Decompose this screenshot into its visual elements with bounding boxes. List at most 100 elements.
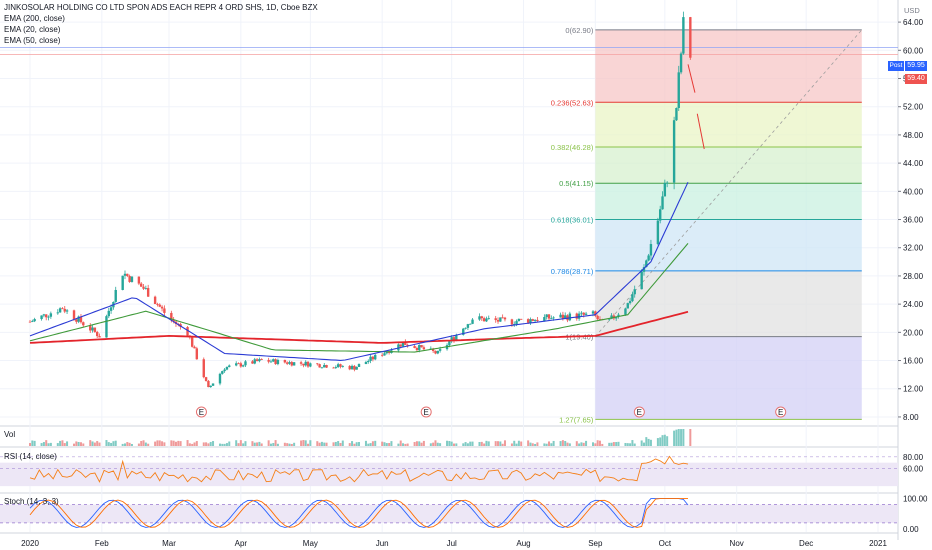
volume-bar: [455, 443, 458, 446]
volume-bar: [520, 441, 523, 446]
volume-bar: [478, 441, 481, 446]
candle-body: [515, 321, 518, 324]
volume-bar: [645, 437, 648, 446]
candle-body: [371, 356, 375, 360]
volume-bar: [462, 443, 465, 446]
candle-body: [158, 304, 161, 307]
volume-bar: [144, 442, 147, 446]
volume-bar: [659, 437, 662, 446]
volume-bar: [415, 441, 418, 446]
volume-bar: [304, 440, 307, 446]
currency-label[interactable]: USD: [904, 6, 920, 15]
volume-bar: [156, 440, 159, 446]
candle-body: [146, 288, 150, 297]
volume-bar: [288, 443, 291, 446]
volume-bar: [260, 443, 263, 446]
legend-ema50[interactable]: EMA (50, close): [4, 36, 61, 45]
stoch-d-line: [29, 498, 688, 528]
volume-bar: [276, 443, 279, 446]
x-tick-label: Jun: [376, 539, 389, 548]
candle-body: [332, 367, 335, 369]
volume-bar: [286, 443, 289, 446]
volume-bar: [307, 443, 310, 446]
earnings-marker: [775, 406, 787, 418]
x-tick-label: Feb: [95, 539, 109, 548]
volume-bar: [66, 441, 69, 446]
volume-bar: [207, 443, 210, 446]
candle-body: [656, 220, 660, 245]
candle-body: [237, 363, 240, 365]
post-market-badge: Post: [888, 61, 904, 71]
volume-bar: [536, 442, 539, 446]
candle-body: [28, 321, 32, 323]
candle-body: [89, 325, 92, 331]
candle-body: [487, 318, 490, 320]
rsi-tick-label: 80.00: [903, 453, 924, 462]
candle-body: [339, 364, 342, 367]
volume-bar: [471, 441, 474, 446]
candle-body: [404, 341, 407, 345]
candle-body: [659, 209, 662, 221]
y-tick-label: 60.00: [903, 46, 924, 55]
legend-ema200[interactable]: EMA (200, close): [4, 14, 65, 23]
volume-bar: [337, 441, 340, 446]
volume-bar: [404, 443, 407, 446]
candle-body: [469, 323, 472, 325]
volume-bar: [661, 435, 664, 446]
earnings-marker: [633, 406, 645, 418]
volume-bar: [242, 443, 245, 446]
volume-bar: [89, 440, 92, 446]
annotation-arrow: [687, 64, 696, 93]
candle-body: [302, 363, 305, 366]
legend-ema20[interactable]: EMA (20, close): [4, 25, 61, 34]
candle-body: [223, 369, 226, 372]
candle-body: [526, 319, 530, 323]
annotation-arrow: [696, 113, 705, 150]
candle-body: [193, 346, 196, 349]
volume-bar: [358, 442, 361, 446]
stoch-pane-label[interactable]: Stoch (14, 3, 3): [4, 497, 59, 506]
candle-body: [478, 316, 481, 320]
candle-body: [559, 314, 562, 318]
volume-bar: [515, 443, 518, 446]
candle-body: [399, 344, 402, 347]
fib-zone: [595, 219, 862, 271]
volume-bar: [531, 443, 534, 446]
volume-bar: [112, 441, 115, 446]
volume-bar: [239, 440, 242, 446]
fib-level-label: 0(62.90): [565, 26, 593, 35]
candle-body: [56, 312, 60, 314]
candle-body: [466, 324, 470, 328]
stoch-tick-label: 0.00: [903, 525, 919, 534]
x-tick-label: Aug: [516, 539, 530, 548]
volume-bar: [446, 440, 449, 446]
candle-body: [260, 359, 263, 360]
candle-body: [531, 319, 534, 321]
rsi-band: [0, 462, 898, 487]
candle-body: [121, 275, 124, 290]
candle-body: [95, 331, 99, 337]
y-tick-label: 24.00: [903, 300, 924, 309]
earnings-marker-label: E: [424, 408, 429, 417]
volume-bar: [123, 443, 126, 446]
candle-body: [285, 362, 289, 364]
candle-body: [269, 361, 273, 363]
candle-body: [98, 336, 101, 338]
candle-body: [341, 366, 344, 367]
candle-body: [299, 362, 303, 364]
candle-body: [211, 383, 215, 386]
ema20-line: [29, 181, 689, 361]
volume-pane-label[interactable]: Vol: [4, 430, 16, 439]
volume-bar: [564, 440, 567, 446]
volume-bar: [256, 442, 259, 446]
rsi-pane-label[interactable]: RSI (14, close): [4, 452, 57, 461]
volume-bar: [592, 442, 595, 446]
volume-bar: [580, 442, 583, 446]
candle-body: [582, 312, 585, 315]
volume-bar: [325, 442, 328, 446]
volume-bar: [218, 443, 221, 446]
volume-bar: [610, 442, 613, 446]
candles-group: [28, 11, 692, 388]
volume-bar: [666, 436, 669, 446]
